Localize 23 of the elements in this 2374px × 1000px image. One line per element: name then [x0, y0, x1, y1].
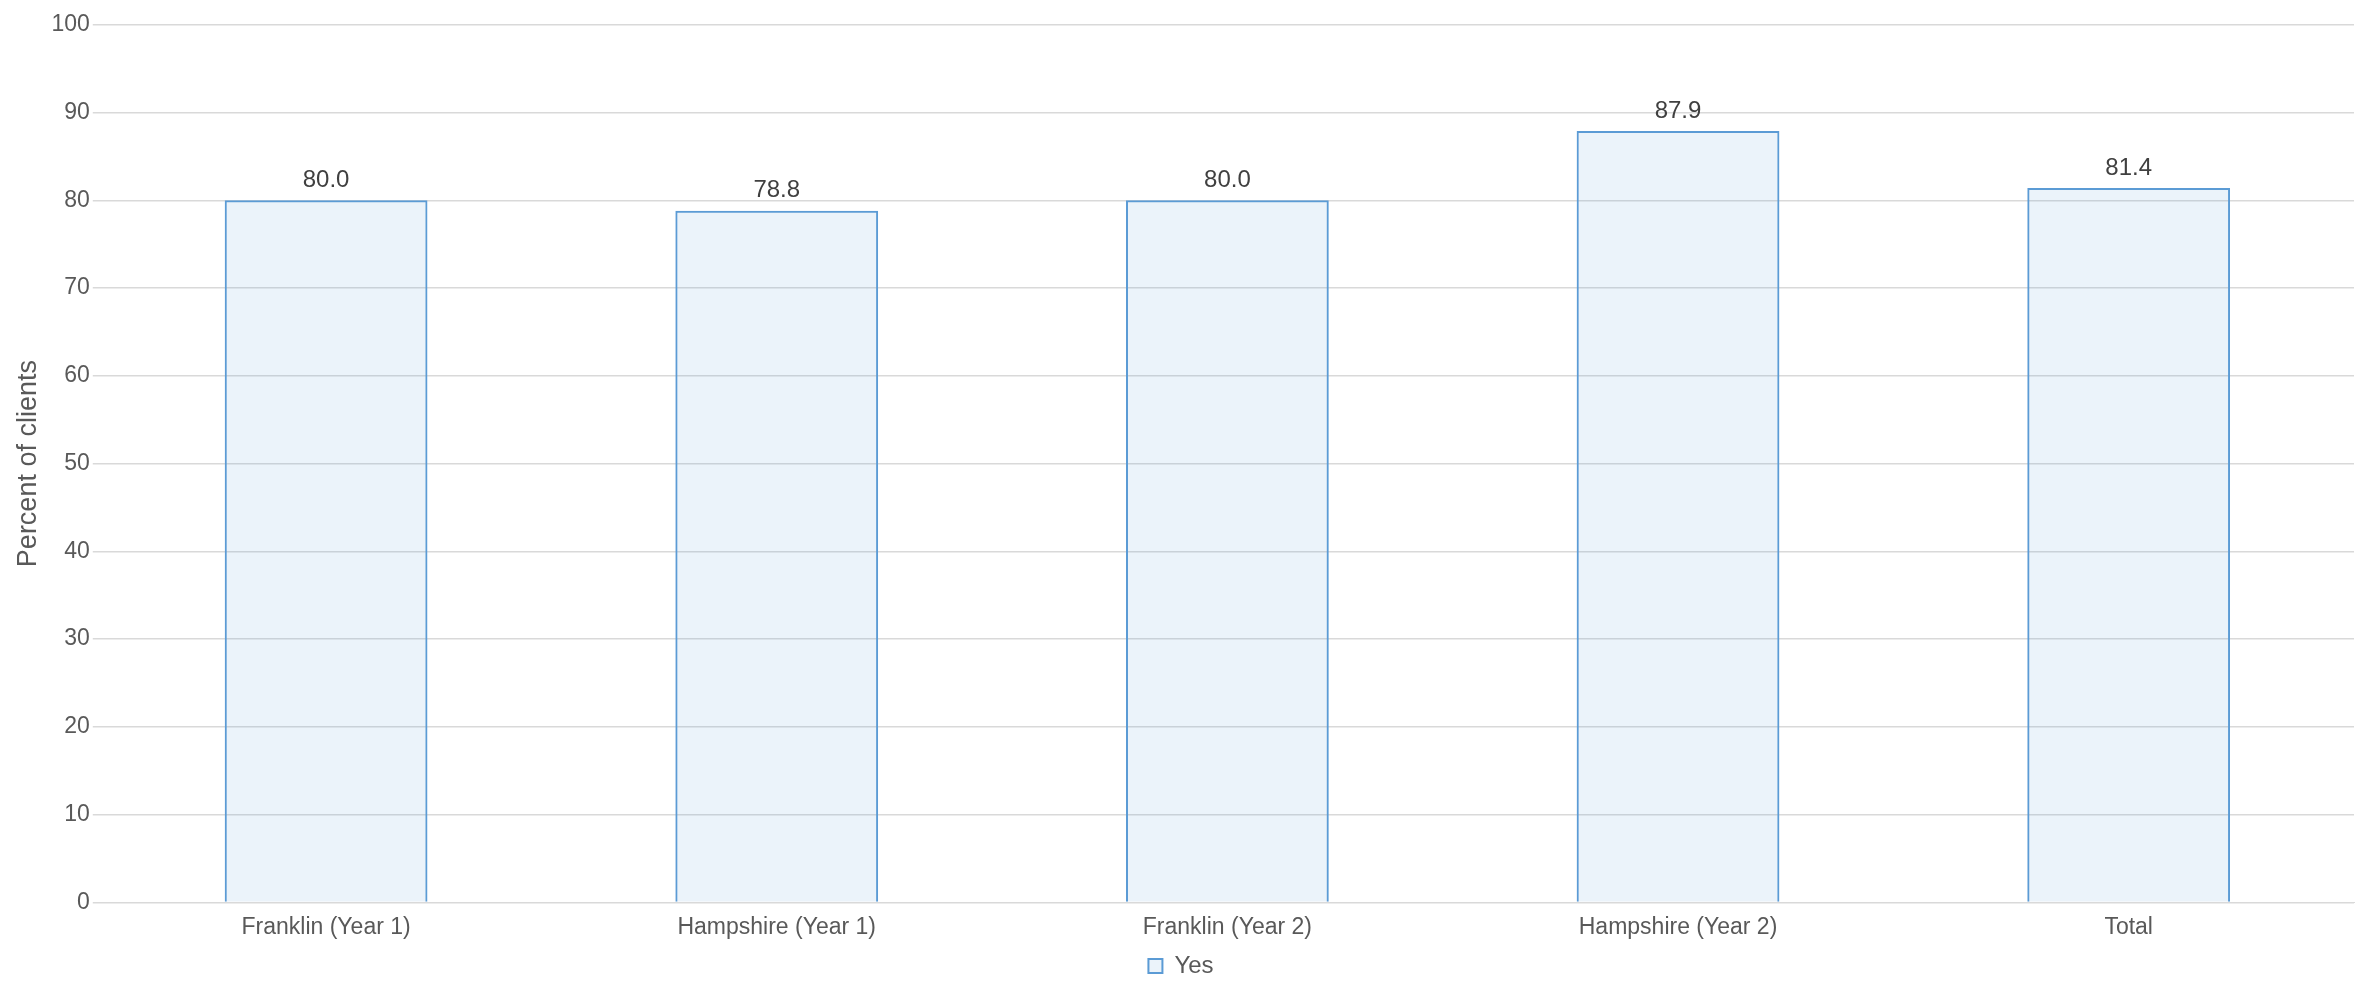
- data-label: 78.8: [753, 175, 801, 203]
- x-tick-label: Total: [2104, 912, 2153, 939]
- legend-label: Yes: [1174, 950, 1214, 978]
- data-label: 80.0: [302, 164, 350, 192]
- y-tick-label: 0: [76, 887, 90, 914]
- y-tick-label: 100: [51, 10, 90, 37]
- y-tick-label: 70: [64, 273, 90, 300]
- y-tick-label: 50: [64, 448, 90, 475]
- y-tick-label: 90: [64, 97, 90, 124]
- y-tick-label: 30: [64, 624, 90, 651]
- x-tick-label: Hampshire (Year 2): [1578, 912, 1778, 939]
- x-tick-label: Hampshire (Year 1): [677, 912, 877, 939]
- y-tick-label: 10: [64, 799, 90, 826]
- y-tick-label: 20: [64, 712, 90, 739]
- y-tick-label: 60: [64, 361, 90, 388]
- y-axis-title: Percent of clients: [11, 360, 42, 568]
- y-tick-label: 40: [64, 536, 90, 563]
- x-tick-label: Franklin (Year 1): [241, 912, 411, 939]
- data-label: 80.0: [1204, 164, 1251, 192]
- data-label: 87.9: [1654, 95, 1702, 123]
- data-label: 81.4: [2105, 152, 2153, 180]
- x-tick-label: Franklin (Year 2): [1142, 912, 1312, 939]
- y-tick-label: 80: [64, 185, 90, 212]
